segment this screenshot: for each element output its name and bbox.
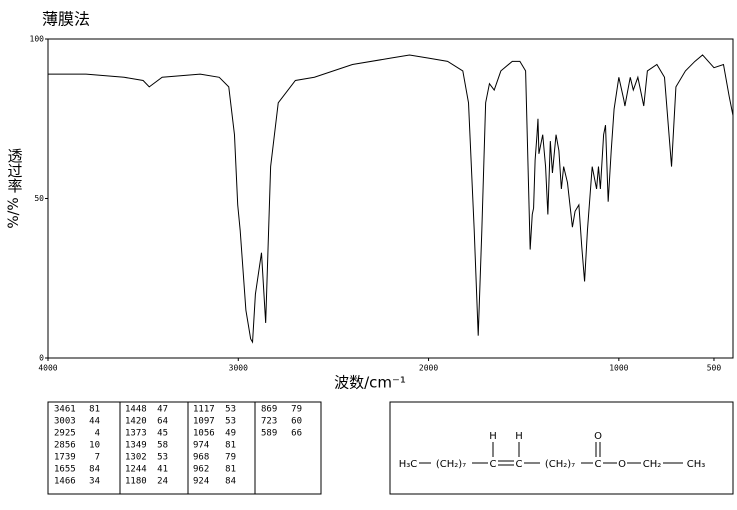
peak-transmittance: 66	[291, 429, 302, 439]
peak-wavenumber: 1420	[125, 417, 147, 427]
peak-transmittance: 45	[157, 429, 168, 439]
peak-transmittance: 53	[157, 453, 168, 463]
peak-transmittance: 49	[225, 429, 236, 439]
structure-group: C	[516, 459, 523, 470]
y-tick-label: 50	[34, 194, 44, 203]
structure-atom: H	[515, 431, 523, 442]
structure-atom: H	[489, 431, 497, 442]
structure-group: (CH₂)₇	[545, 459, 575, 470]
peak-wavenumber: 1448	[125, 405, 147, 415]
plot-frame	[47, 38, 734, 359]
peak-transmittance: 81	[89, 405, 100, 415]
y-axis-unit: %/%	[6, 197, 22, 228]
spectrum-line	[48, 54, 734, 344]
peak-transmittance: 58	[157, 441, 168, 451]
x-axis-label: 波数/cm⁻¹	[334, 374, 406, 392]
structure-group: C	[595, 459, 602, 470]
peak-wavenumber: 1739	[54, 453, 76, 463]
peak-table-frame	[47, 401, 322, 495]
peak-wavenumber: 974	[193, 441, 209, 451]
x-tick-label: 1000	[609, 364, 628, 373]
peak-wavenumber: 1244	[125, 465, 147, 475]
structure-atom: O	[594, 431, 602, 442]
peak-transmittance: 64	[157, 417, 168, 427]
peak-wavenumber: 2925	[54, 429, 76, 439]
peak-wavenumber: 723	[261, 417, 277, 427]
x-tick-label: 4000	[38, 364, 57, 373]
peak-wavenumber: 589	[261, 429, 277, 439]
peak-wavenumber: 1097	[193, 417, 215, 427]
peak-wavenumber: 869	[261, 405, 277, 415]
peak-wavenumber: 1302	[125, 453, 147, 463]
peak-wavenumber: 2856	[54, 441, 76, 451]
peak-wavenumber: 1373	[125, 429, 147, 439]
chart-title: 薄膜法	[42, 10, 90, 29]
peak-wavenumber: 1466	[54, 477, 76, 487]
structure-group: C	[490, 459, 497, 470]
structure-frame	[389, 401, 734, 495]
x-tick-label: 3000	[229, 364, 248, 373]
peak-wavenumber: 3003	[54, 417, 76, 427]
peak-transmittance: 24	[157, 477, 168, 487]
structure-group: (CH₂)₇	[436, 459, 466, 470]
peak-transmittance: 41	[157, 465, 168, 475]
peak-transmittance: 84	[225, 477, 236, 487]
peak-wavenumber: 962	[193, 465, 209, 475]
peak-transmittance: 7	[95, 453, 100, 463]
structure-group: CH₂	[643, 459, 662, 470]
peak-transmittance: 44	[89, 417, 100, 427]
peak-transmittance: 84	[89, 465, 100, 475]
structure-group: H₃C	[399, 459, 418, 470]
y-axis-label: 透过率	[6, 148, 24, 193]
peak-wavenumber: 924	[193, 477, 209, 487]
peak-transmittance: 60	[291, 417, 302, 427]
structure-group: O	[618, 459, 626, 470]
structure-bonds	[419, 442, 683, 466]
peak-transmittance: 79	[225, 453, 236, 463]
peak-wavenumber: 1056	[193, 429, 215, 439]
peak-transmittance: 79	[291, 405, 302, 415]
peak-wavenumber: 1117	[193, 405, 215, 415]
peak-transmittance: 53	[225, 417, 236, 427]
peak-wavenumber: 1349	[125, 441, 147, 451]
peak-transmittance: 81	[225, 441, 236, 451]
peak-wavenumber: 968	[193, 453, 209, 463]
y-tick-label: 100	[30, 35, 45, 44]
peak-wavenumber: 1180	[125, 477, 147, 487]
peak-transmittance: 4	[95, 429, 100, 439]
peak-wavenumber: 3461	[54, 405, 76, 415]
peak-transmittance: 34	[89, 477, 100, 487]
x-tick-label: 500	[707, 364, 722, 373]
peak-transmittance: 53	[225, 405, 236, 415]
x-tick-label: 2000	[419, 364, 438, 373]
peak-transmittance: 47	[157, 405, 168, 415]
peak-transmittance: 10	[89, 441, 100, 451]
structure-group: CH₃	[687, 459, 706, 470]
y-tick-label: 0	[39, 354, 44, 363]
peak-transmittance: 81	[225, 465, 236, 475]
peak-wavenumber: 1655	[54, 465, 76, 475]
